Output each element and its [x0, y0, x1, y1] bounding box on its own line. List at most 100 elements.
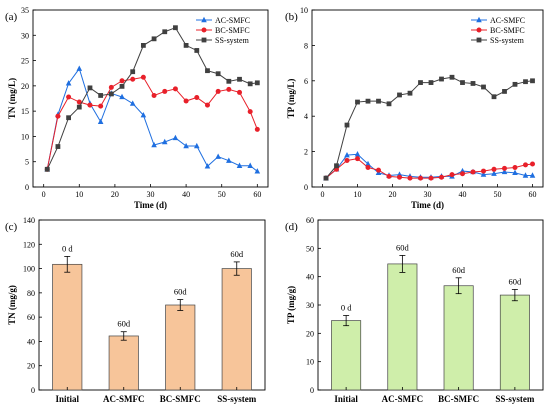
data-point-bc [172, 86, 178, 92]
panel-label: (a) [5, 11, 18, 23]
bar-label: 60d [452, 265, 466, 275]
data-point-ss [460, 80, 465, 85]
data-point-ss [355, 99, 360, 105]
data-point-ss [439, 76, 444, 82]
data-point-ac [119, 93, 125, 100]
data-point-ac [354, 151, 361, 157]
bar-label: 60d [509, 276, 523, 286]
data-point-ss [247, 81, 253, 87]
bar [221, 268, 252, 391]
data-point-bc [130, 76, 136, 82]
series-line-bc [46, 76, 258, 170]
y-tick-label: 35 [21, 6, 29, 15]
bar [165, 304, 196, 391]
y-tick-label: 0 [25, 183, 29, 192]
panel-label: (b) [285, 11, 298, 23]
bar [52, 263, 83, 391]
category-label: BC-SMFC [160, 394, 201, 404]
data-point-bc [226, 86, 232, 92]
x-tick-label: 20 [389, 190, 397, 199]
data-point-ss [183, 43, 189, 48]
data-point-bc [376, 167, 381, 173]
data-point-ss [151, 36, 157, 42]
y-tick-label: 60 [27, 313, 35, 322]
x-tick-label: 40 [459, 190, 467, 199]
legend-label: BC-SMFC [215, 26, 250, 35]
data-point-bc [460, 171, 465, 177]
data-point-ac [151, 141, 157, 148]
series-line-bc [325, 158, 533, 179]
data-point-ac [236, 162, 243, 168]
category-label: BC-SMFC [438, 394, 479, 404]
data-point-ss [254, 80, 260, 86]
data-point-bc [247, 109, 253, 115]
y-axis-title: TN (mg/L) [7, 78, 17, 119]
x-axis-title: Time (d) [411, 200, 444, 210]
data-point-ac [491, 170, 497, 176]
category-label: SS-system [217, 394, 257, 404]
data-point-ss [205, 68, 210, 74]
series-line-ss [325, 76, 533, 179]
data-point-bc [76, 99, 82, 105]
data-point-bc [397, 174, 402, 180]
bar-chart-tp: 0 10 20 30 40 50 60 TP (mg/g) 0 d Initial 60d AC-SM… [286, 216, 544, 404]
series-line-ac [46, 67, 258, 172]
data-point-bc [194, 94, 200, 100]
x-tick-label: 60 [529, 190, 537, 199]
data-point-ss [237, 76, 242, 82]
legend-label: SS-system [215, 36, 250, 45]
y-tick-label: 6 [304, 77, 308, 86]
data-point-bc [470, 169, 476, 175]
bar-label: 0 d [341, 302, 352, 312]
y-tick-label: 10 [300, 6, 308, 15]
x-tick-label: 60 [253, 190, 261, 199]
data-point-ss [449, 74, 455, 80]
data-point-bc [183, 98, 189, 104]
data-point-ss [44, 166, 50, 172]
data-point-ss [130, 69, 136, 75]
data-point-ss [323, 175, 329, 181]
data-point-ss [162, 29, 168, 35]
data-point-ac [215, 153, 221, 159]
x-tick-label: 40 [182, 190, 190, 199]
data-point-bc [254, 126, 260, 132]
legend-marker-ss [476, 37, 482, 43]
bar-label: 60d [230, 249, 244, 259]
data-point-ss [66, 115, 72, 121]
legend-marker-bc [201, 27, 207, 33]
data-point-bc [418, 175, 423, 181]
data-point-ac [501, 168, 508, 175]
plot-frame [38, 219, 266, 391]
data-point-ss [376, 98, 381, 104]
data-point-ss [215, 71, 221, 77]
data-point-ac [529, 172, 536, 178]
data-point-ac [65, 80, 72, 86]
y-tick-label: 20 [27, 362, 35, 371]
data-point-bc [66, 94, 72, 100]
y-axis-title: TP (mg/L) [286, 79, 296, 119]
panel-label: (d) [285, 221, 298, 233]
y-tick-label: 0 [31, 386, 35, 395]
x-tick-label: 20 [111, 190, 119, 199]
y-tick-label: 15 [21, 107, 29, 116]
data-point-ss [55, 144, 61, 149]
bar [331, 320, 362, 391]
data-point-ss [365, 98, 371, 104]
data-point-ss [76, 104, 82, 110]
bar-label: 60d [396, 242, 410, 252]
data-point-bc [428, 175, 434, 181]
data-point-ss [87, 85, 93, 91]
y-tick-label: 40 [27, 337, 35, 346]
data-point-ac [161, 138, 168, 145]
data-point-ac [480, 171, 487, 177]
data-point-ac [254, 168, 261, 174]
category-label: AC-SMFC [382, 394, 424, 404]
legend-marker-bc [476, 27, 482, 33]
data-point-bc [523, 162, 528, 168]
data-point-ac [76, 65, 83, 71]
y-tick-label: 8 [304, 41, 308, 50]
data-point-ss [344, 122, 350, 128]
